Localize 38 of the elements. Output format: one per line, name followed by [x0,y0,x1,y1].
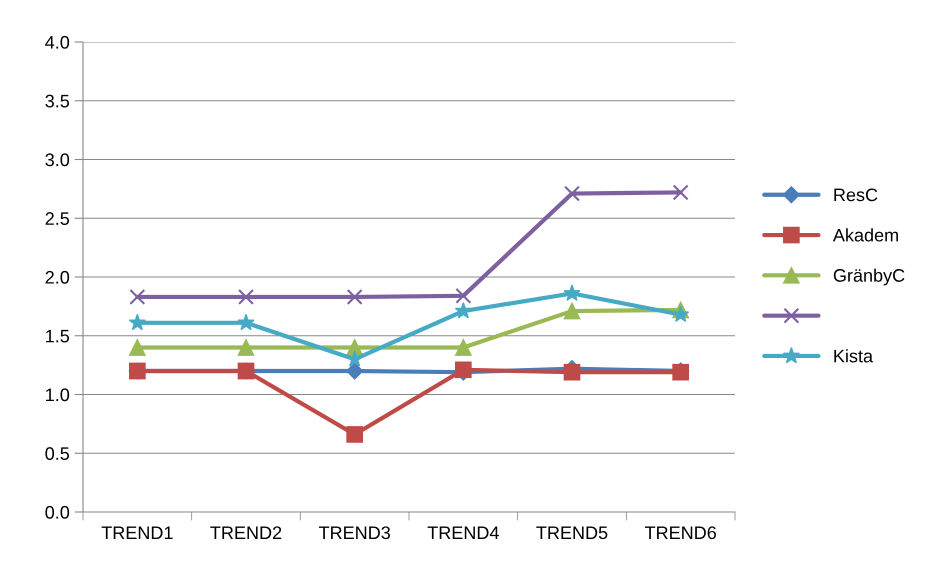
point [346,362,364,380]
y-tick-label: 0.5 [45,447,70,460]
point [129,288,146,305]
legend-label: ResC [834,188,878,202]
x-tick-label: TREND3 [318,526,390,540]
point [455,361,472,378]
point [238,339,254,356]
point [564,186,580,202]
y-tick-label: 0.0 [45,506,70,519]
x-tick-label: TREND5 [536,526,608,540]
point [238,288,254,305]
legend-label: Akadem [832,228,898,242]
point [129,339,146,356]
y-tick-label: 1.5 [46,330,70,342]
point [346,288,363,305]
x-tick-label: TREND4 [428,526,499,539]
y-tick-label: 1.0 [46,388,70,402]
x-tick-label: TREND2 [210,526,282,539]
point [455,288,472,304]
legend-label: GränbyC [834,268,904,286]
point [672,306,690,322]
x-tick-label: TREND6 [644,526,716,540]
point [237,314,255,330]
point [564,364,580,381]
y-tick-label: 2.5 [46,212,70,225]
point [564,302,580,320]
y-tick-label: 4.0 [45,36,70,49]
point [346,426,363,443]
point [563,284,581,301]
point [672,184,689,200]
point [454,302,472,319]
x-tick-label: TREND1 [102,526,173,539]
y-tick-label: 3.0 [45,153,70,166]
point [128,314,146,330]
y-tick-label: 3.5 [45,94,70,108]
point [455,339,472,356]
legend-label: Kista [834,349,874,362]
y-tick-label: 2.0 [46,270,70,284]
